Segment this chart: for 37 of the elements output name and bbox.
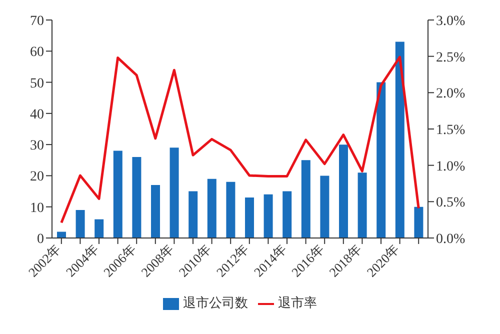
y2-tick-label: 0.0%: [436, 232, 466, 247]
y-tick-label: 60: [30, 45, 44, 60]
bar: [339, 144, 348, 238]
line-series: [60, 56, 420, 224]
y-tick-label: 50: [30, 76, 44, 92]
y2-tick-label: 2.5%: [436, 50, 466, 66]
bar: [414, 206, 424, 238]
bar: [94, 219, 104, 238]
bar: [188, 191, 198, 238]
y-tick-label: 0: [37, 232, 44, 247]
y-tick-label: 30: [30, 138, 44, 154]
bar: [170, 148, 179, 238]
y-tick-label: 20: [30, 170, 44, 185]
bar: [282, 191, 292, 238]
bar: [76, 210, 85, 238]
y2-tick-label: 1.0%: [436, 159, 466, 174]
y2-tick-label: 0.5%: [436, 196, 466, 211]
legend-label: 退市公司数: [183, 294, 248, 310]
y-tick-label: 70: [30, 14, 44, 29]
y-tick-label: 40: [30, 107, 44, 122]
bar: [301, 160, 310, 238]
bar: [113, 150, 122, 238]
y2-tick-label: 2.0%: [436, 86, 466, 102]
bar: [358, 172, 367, 238]
y2-tick-label: 3.0%: [436, 14, 466, 29]
bar: [264, 194, 273, 238]
bar: [320, 176, 330, 238]
bar: [132, 157, 142, 238]
bar: [151, 185, 160, 238]
bar: [376, 82, 386, 238]
bar: [226, 182, 236, 238]
bar: [245, 198, 254, 238]
legend-label: 退市率: [278, 294, 317, 310]
y-tick-label: 10: [30, 200, 44, 216]
bar: [207, 178, 216, 238]
y2-tick-label: 1.5%: [436, 122, 466, 138]
bar: [395, 42, 404, 238]
